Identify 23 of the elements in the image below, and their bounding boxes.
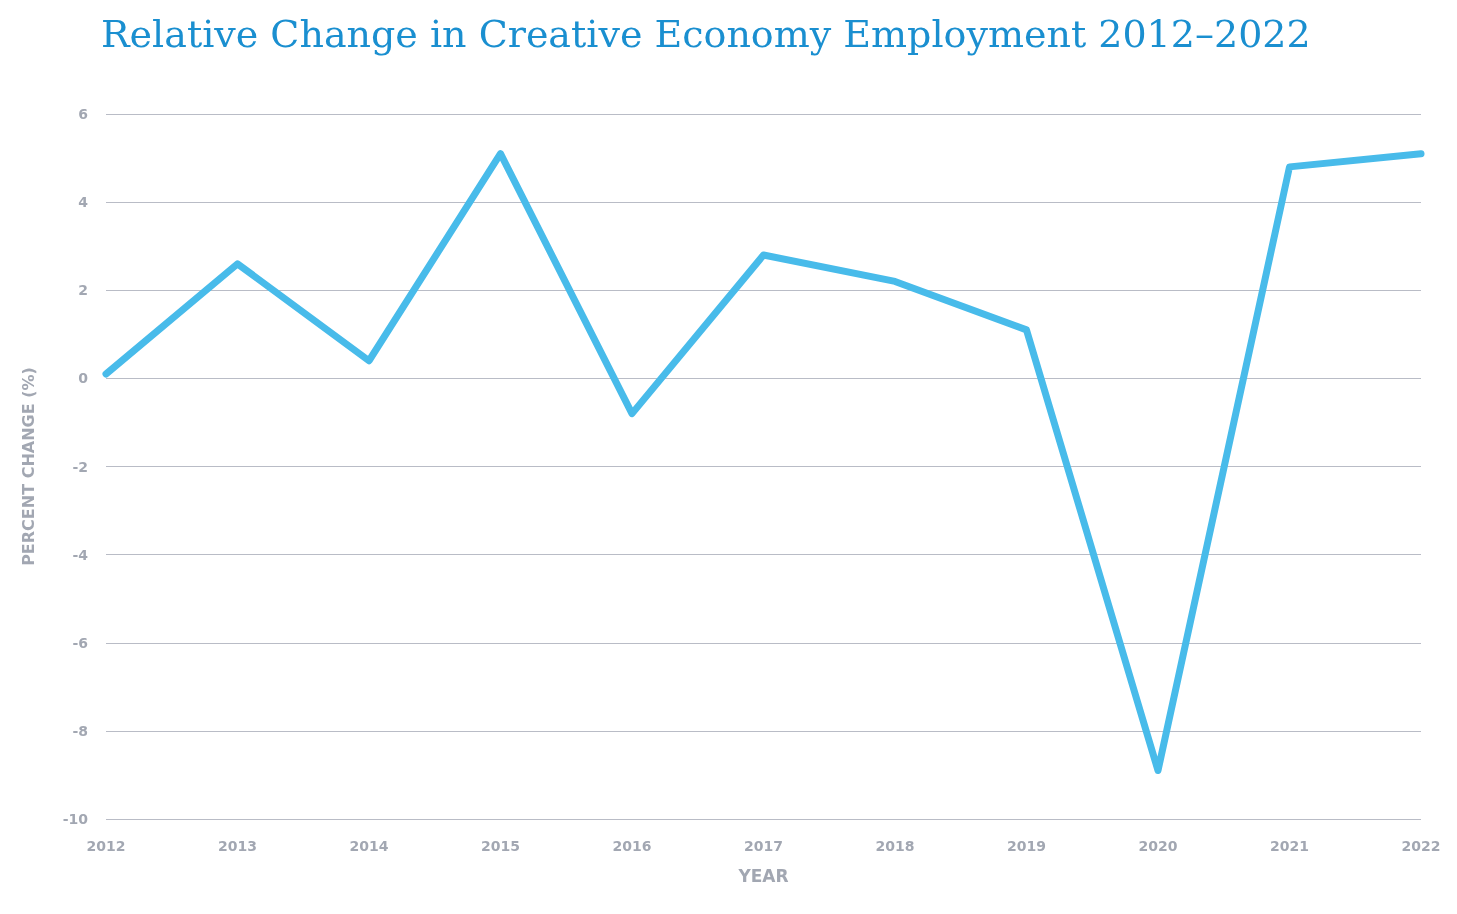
x-tick-label: 2022	[1401, 838, 1441, 854]
y-tick-label: -8	[72, 722, 88, 739]
y-tick-label: -6	[72, 634, 88, 651]
y-tick-label: -10	[62, 811, 89, 827]
x-tick-label: 2017	[744, 838, 783, 854]
x-axis-title: YEAR	[737, 865, 789, 886]
x-tick-label: 2015	[481, 838, 520, 854]
x-tick-label: 2014	[349, 838, 389, 854]
y-tick-label: 2	[78, 282, 88, 299]
y-tick-label: -4	[72, 546, 89, 563]
y-tick-label: 0	[78, 370, 89, 387]
x-tick-label: 2020	[1138, 838, 1178, 854]
y-tick-label: 6	[78, 106, 88, 122]
y-tick-label: 4	[78, 194, 89, 211]
y-tick-label: -2	[72, 458, 88, 475]
y-axis-title: PERCENT CHANGE (%)	[18, 367, 38, 566]
x-tick-label: 2016	[612, 838, 652, 854]
x-tick-label: 2012	[86, 838, 126, 854]
chart-title: Relative Change in Creative Economy Employment 2012–2022	[101, 12, 1311, 56]
x-tick-label: 2019	[1007, 838, 1046, 854]
x-tick-label: 2018	[875, 838, 915, 854]
x-tick-label: 2013	[218, 838, 257, 854]
x-tick-label: 2021	[1270, 838, 1309, 854]
